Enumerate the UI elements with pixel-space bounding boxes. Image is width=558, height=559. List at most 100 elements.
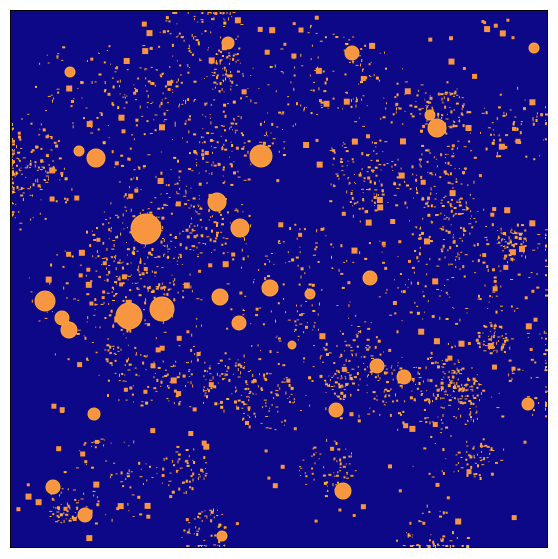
small-square xyxy=(159,345,165,351)
speck xyxy=(209,114,211,116)
speck xyxy=(100,438,104,440)
speck xyxy=(150,103,153,104)
speck xyxy=(103,61,106,64)
speck xyxy=(112,240,116,242)
speck xyxy=(342,141,344,143)
speck xyxy=(417,371,419,375)
speck xyxy=(237,59,240,61)
speck xyxy=(445,389,447,391)
speck xyxy=(101,258,105,259)
speck xyxy=(164,119,168,121)
speck xyxy=(160,193,162,195)
speck xyxy=(330,386,334,387)
speck xyxy=(45,110,48,112)
speck xyxy=(104,89,107,91)
speck xyxy=(285,377,288,379)
speck xyxy=(323,380,326,382)
speck xyxy=(138,461,141,465)
speck xyxy=(173,464,176,467)
small-square xyxy=(35,499,42,506)
speck xyxy=(198,172,200,174)
speck xyxy=(224,526,226,530)
speck xyxy=(171,43,174,47)
speck xyxy=(366,384,368,386)
speck xyxy=(311,472,314,475)
speck xyxy=(385,107,387,110)
speck xyxy=(545,265,548,267)
speck xyxy=(188,207,191,209)
speck xyxy=(470,367,473,369)
speck xyxy=(466,545,470,548)
speck xyxy=(179,243,182,247)
speck xyxy=(102,223,105,226)
speck xyxy=(319,453,322,455)
speck xyxy=(102,141,106,145)
speck xyxy=(136,268,139,271)
bubble xyxy=(328,402,344,418)
speck xyxy=(132,215,136,218)
small-square xyxy=(208,263,213,268)
speck xyxy=(509,250,510,252)
speck xyxy=(407,287,409,289)
speck xyxy=(374,166,378,169)
speck xyxy=(216,515,219,516)
speck xyxy=(232,129,233,131)
speck xyxy=(65,282,69,285)
speck xyxy=(26,166,28,169)
speck xyxy=(375,146,377,148)
speck xyxy=(512,122,515,126)
speck xyxy=(145,243,146,247)
speck xyxy=(179,179,181,181)
speck xyxy=(100,276,101,279)
speck xyxy=(452,545,455,547)
speck xyxy=(222,166,225,169)
speck xyxy=(524,99,526,101)
speck xyxy=(481,464,485,466)
speck xyxy=(105,514,107,516)
speck xyxy=(149,465,151,468)
speck xyxy=(545,366,547,368)
speck xyxy=(12,149,13,150)
speck xyxy=(253,412,256,415)
speck xyxy=(521,254,523,257)
speck xyxy=(304,106,305,110)
speck xyxy=(235,208,238,210)
speck xyxy=(15,203,17,205)
speck xyxy=(484,325,488,328)
speck xyxy=(210,534,213,537)
speck xyxy=(191,53,194,56)
speck xyxy=(153,119,155,121)
speck xyxy=(128,363,132,366)
speck xyxy=(349,301,351,303)
speck xyxy=(134,346,137,349)
small-square xyxy=(431,315,435,318)
speck xyxy=(337,370,340,372)
speck xyxy=(292,124,294,127)
speck xyxy=(486,243,490,246)
speck xyxy=(536,286,540,289)
speck xyxy=(339,397,342,400)
speck xyxy=(416,544,420,546)
speck xyxy=(358,207,361,210)
speck xyxy=(282,154,286,156)
speck xyxy=(173,402,175,405)
speck xyxy=(503,111,505,114)
speck xyxy=(207,388,209,391)
speck xyxy=(444,122,446,124)
speck xyxy=(247,371,250,372)
speck xyxy=(275,336,277,338)
speck xyxy=(431,354,433,356)
speck xyxy=(170,212,173,215)
speck xyxy=(104,349,107,351)
speck xyxy=(463,233,465,237)
speck xyxy=(375,336,378,339)
speck xyxy=(445,358,449,362)
speck xyxy=(112,104,115,107)
speck xyxy=(255,314,259,317)
speck xyxy=(250,75,252,76)
speck xyxy=(18,135,21,139)
speck xyxy=(178,487,181,491)
speck xyxy=(13,192,16,193)
speck xyxy=(116,66,118,70)
speck xyxy=(333,392,336,395)
